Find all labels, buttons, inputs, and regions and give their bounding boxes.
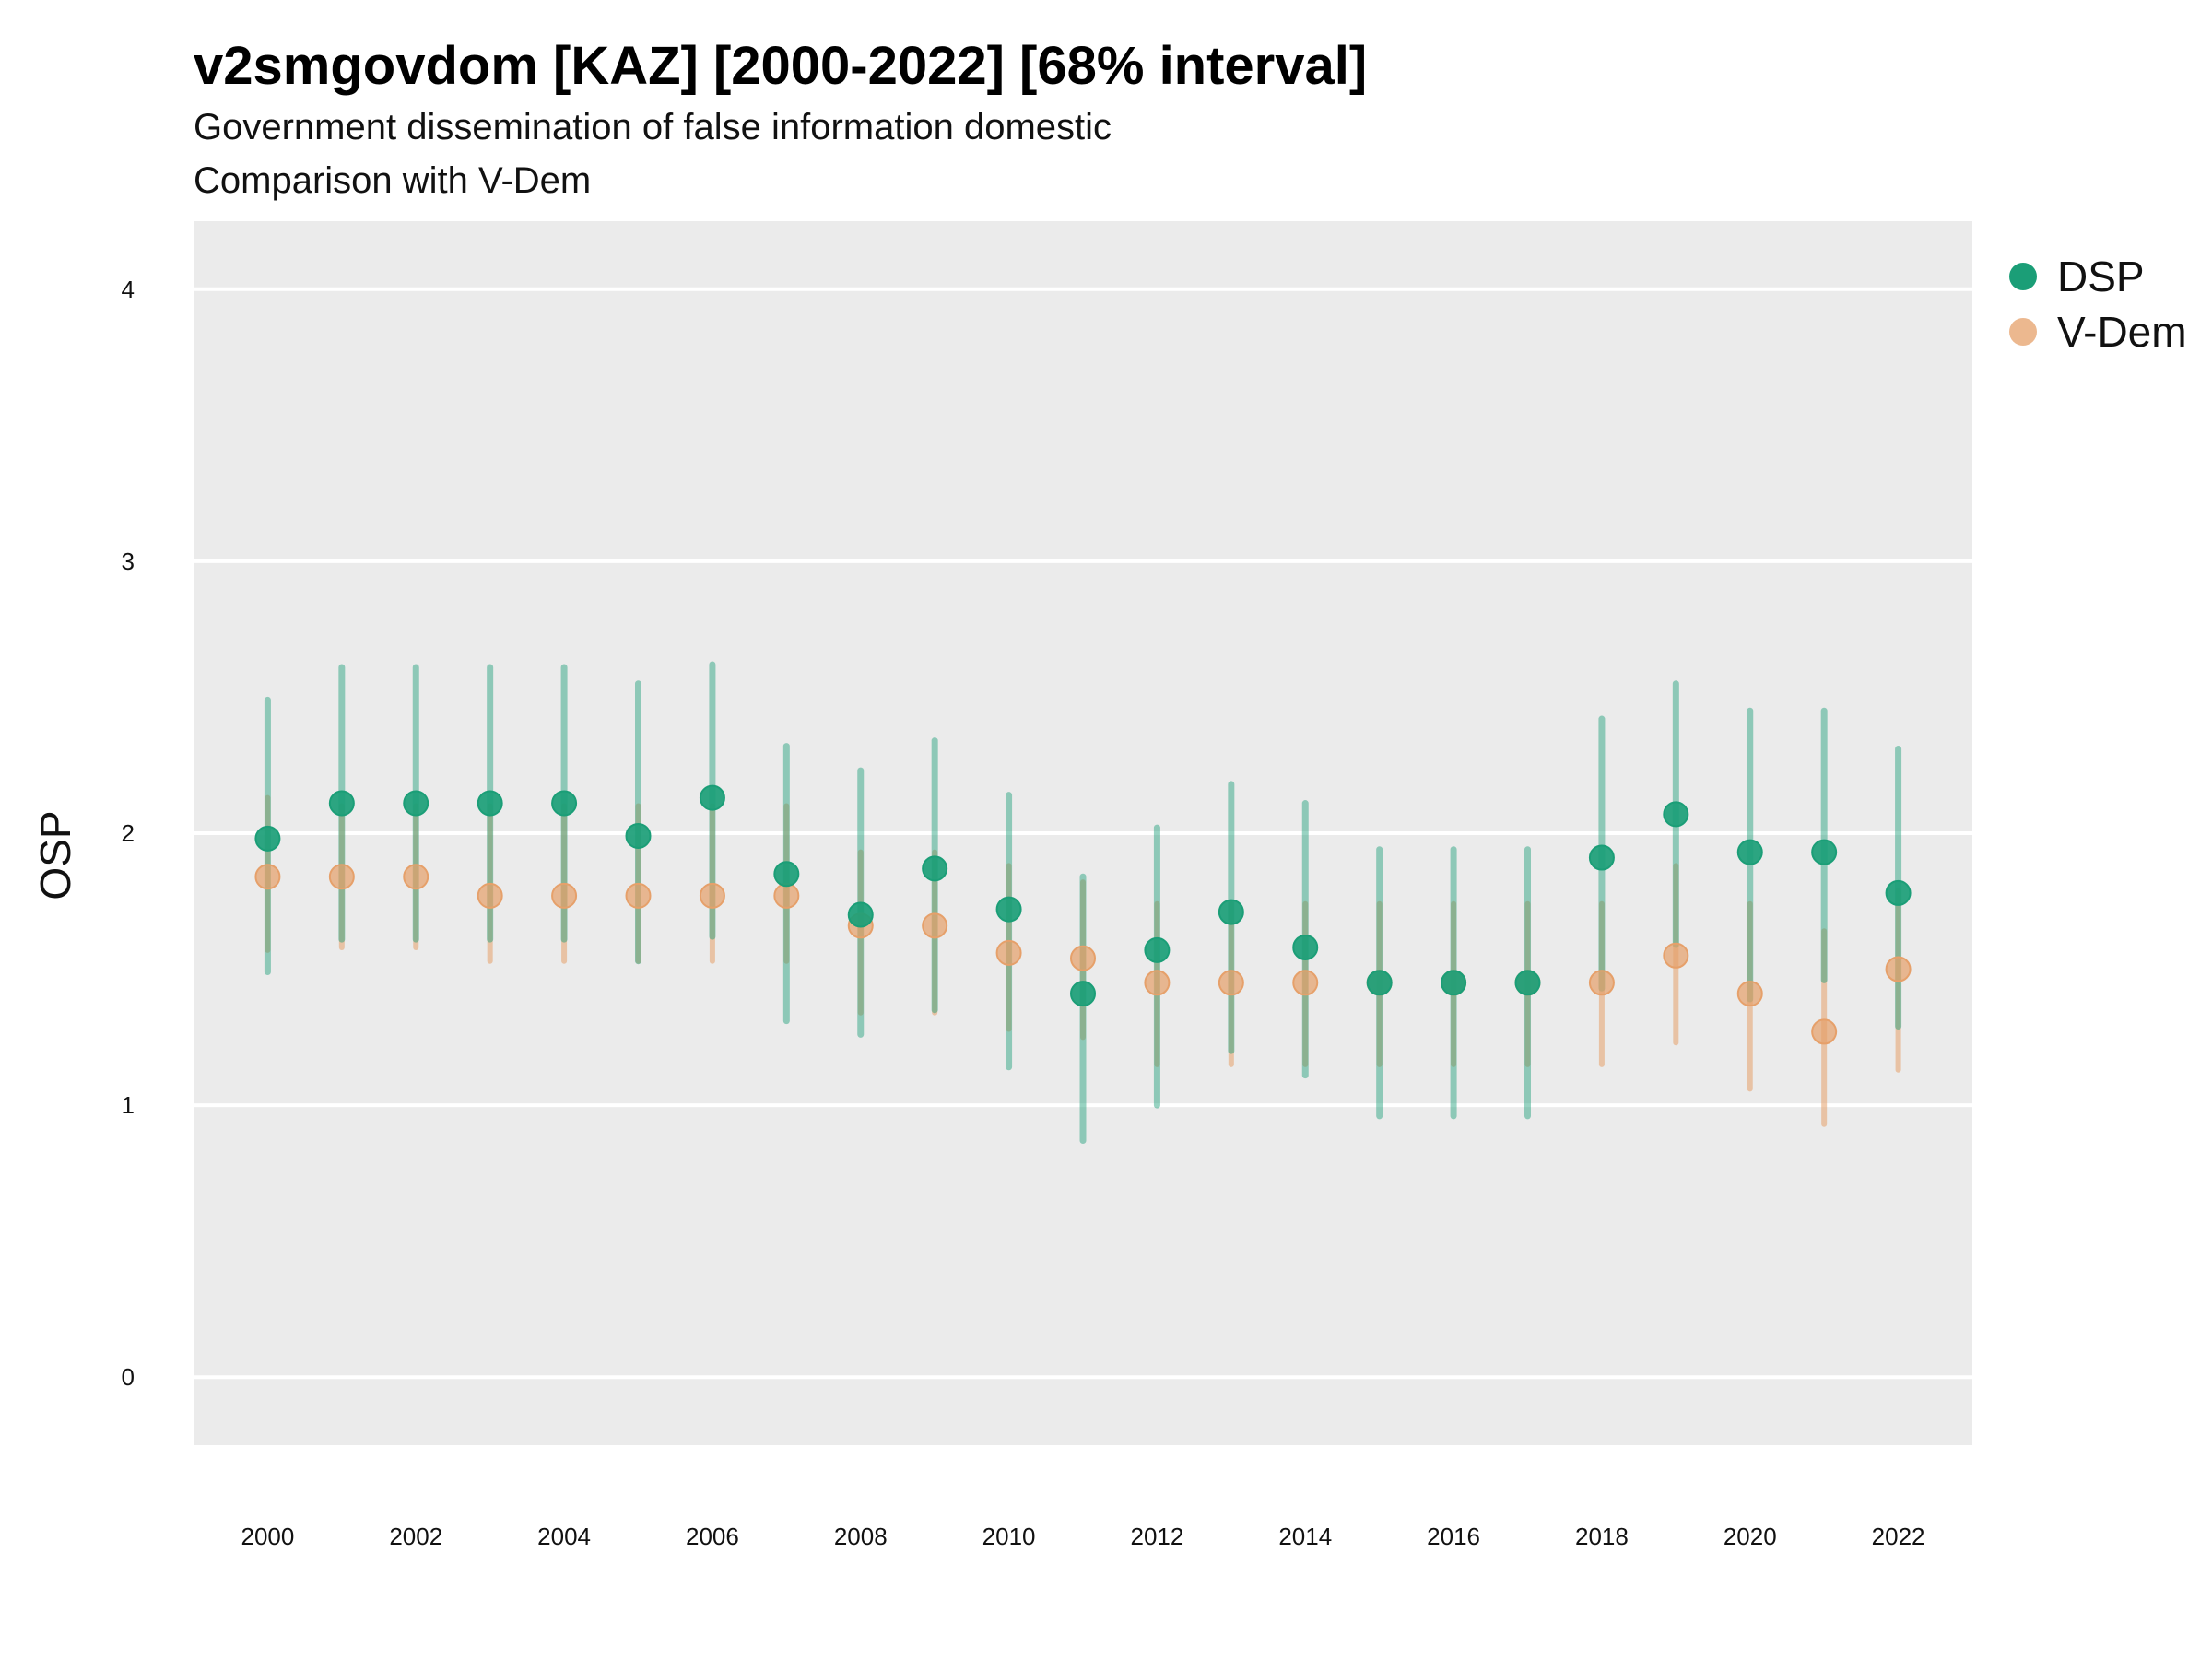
legend-key-dsp (2009, 263, 2037, 290)
legend-item-vdem: V-Dem (2002, 304, 2187, 359)
x-tick-label-2008: 2008 (834, 1523, 888, 1550)
point-dsp-2018 (1588, 844, 1615, 871)
x-tick-label-2004: 2004 (537, 1523, 591, 1550)
x-tick-labels: 2000 2002 2004 2006 2008 2010 2012 2014 2016 2018… (241, 1523, 1924, 1550)
point-dsp-2010 (995, 896, 1022, 923)
point-vdem-2013 (1218, 970, 1244, 996)
point-dsp-2012 (1144, 936, 1171, 963)
point-dsp-2014 (1292, 934, 1319, 960)
point-vdem-2018 (1588, 970, 1615, 996)
point-dsp-2022 (1885, 879, 1912, 906)
point-dsp-2021 (1811, 839, 1838, 865)
legend-label-dsp: DSP (2057, 253, 2145, 300)
x-tick-label-2012: 2012 (1130, 1523, 1183, 1550)
point-vdem-2006 (699, 882, 725, 909)
y-tick-label-4: 4 (122, 276, 135, 303)
x-tick-label-2000: 2000 (241, 1523, 294, 1550)
x-tick-label-2006: 2006 (686, 1523, 739, 1550)
point-vdem-2001 (328, 864, 355, 890)
point-dsp-2007 (773, 861, 800, 888)
y-axis-label: OSP (31, 810, 79, 900)
point-dsp-2001 (328, 790, 355, 817)
point-vdem-2020 (1736, 981, 1763, 1007)
x-tick-label-2022: 2022 (1872, 1523, 1925, 1550)
point-vdem-2004 (551, 882, 578, 909)
point-vdem-2003 (477, 882, 503, 909)
point-vdem-2012 (1144, 970, 1171, 996)
point-vdem-2002 (403, 864, 429, 890)
grid-lines (194, 287, 1972, 1380)
point-dsp-2009 (922, 855, 948, 882)
x-tick-label-2018: 2018 (1575, 1523, 1629, 1550)
point-dsp-2006 (699, 784, 725, 811)
x-tick-label-2014: 2014 (1278, 1523, 1332, 1550)
point-vdem-2021 (1811, 1018, 1838, 1045)
point-vdem-2014 (1292, 970, 1319, 996)
legend-key-vdem (2009, 318, 2037, 346)
point-dsp-2019 (1663, 801, 1689, 828)
point-vdem-2019 (1663, 942, 1689, 969)
point-dsp-2004 (551, 790, 578, 817)
point-dsp-2013 (1218, 899, 1244, 925)
data-points (254, 784, 1912, 1045)
x-tick-label-2020: 2020 (1724, 1523, 1777, 1550)
point-dsp-2017 (1514, 970, 1541, 996)
y-tick-label-3: 3 (122, 547, 135, 575)
point-vdem-2011 (1070, 945, 1096, 971)
chart-title: v2smgovdom [KAZ] [2000-2022] [68% interv… (194, 36, 1368, 96)
point-dsp-2003 (477, 790, 503, 817)
x-tick-label-2016: 2016 (1427, 1523, 1480, 1550)
point-vdem-2009 (922, 912, 948, 939)
y-tick-label-0: 0 (122, 1363, 135, 1391)
y-tick-label-1: 1 (122, 1091, 135, 1119)
legend: DSP V-Dem (2002, 249, 2187, 359)
point-dsp-2011 (1070, 981, 1096, 1007)
point-vdem-2005 (625, 882, 652, 909)
point-dsp-2000 (254, 825, 281, 852)
x-tick-label-2002: 2002 (389, 1523, 442, 1550)
y-tick-label-2: 2 (122, 819, 135, 847)
point-dsp-2008 (847, 901, 874, 928)
x-tick-label-2010: 2010 (982, 1523, 1036, 1550)
chart-subtitle-line-2: Comparison with V-Dem (194, 160, 592, 201)
y-tick-labels: 0 1 2 3 4 (122, 276, 135, 1391)
legend-label-vdem: V-Dem (2057, 308, 2187, 356)
point-dsp-2005 (625, 822, 652, 849)
point-dsp-2002 (403, 790, 429, 817)
chart-subtitle-line-1: Government dissemination of false inform… (194, 107, 1112, 147)
point-dsp-2020 (1736, 839, 1763, 865)
point-vdem-2000 (254, 864, 281, 890)
point-vdem-2022 (1885, 956, 1912, 982)
point-dsp-2015 (1366, 970, 1393, 996)
point-dsp-2016 (1441, 970, 1467, 996)
point-vdem-2007 (773, 882, 800, 909)
legend-item-dsp: DSP (2002, 249, 2187, 304)
point-vdem-2010 (995, 939, 1022, 966)
